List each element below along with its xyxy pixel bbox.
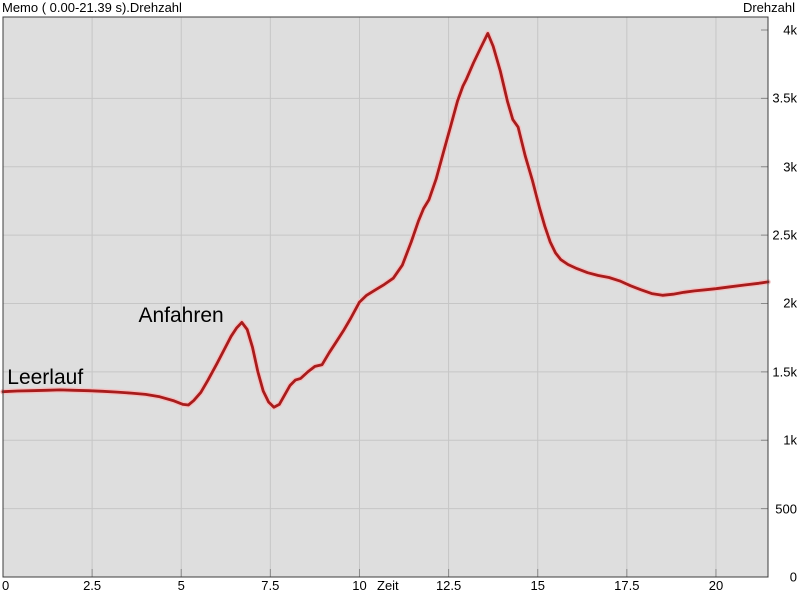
y-tick-label: 500 <box>775 501 797 517</box>
plot-border <box>2 16 769 578</box>
plot-background <box>3 17 768 577</box>
chart-title: Memo ( 0.00-21.39 s).Drehzahl <box>2 0 182 15</box>
x-tick-label: 12.5 <box>435 578 462 593</box>
x-tick-label: 2.5 <box>83 578 102 593</box>
y-tick-label: 1.5k <box>772 364 797 380</box>
x-axis-label: Zeit <box>377 578 399 593</box>
x-tick-label: 5 <box>177 578 185 593</box>
y-tick-label: 3k <box>783 159 797 175</box>
series-line <box>1 32 770 409</box>
annotation-anfahren: Anfahren <box>138 304 224 328</box>
y-tick-label: 2.5k <box>772 227 797 243</box>
x-tick-label: 7.5 <box>261 578 280 593</box>
x-tick-label: 15 <box>530 578 545 593</box>
y-axis-title: Drehzahl <box>742 0 795 15</box>
x-tick-label: 17.5 <box>614 578 640 593</box>
y-tick-label: 2k <box>783 295 797 311</box>
y-tick-label: 3.5k <box>772 90 797 106</box>
y-tick-label: 4k <box>783 22 797 38</box>
y-tick-label: 0 <box>789 569 797 585</box>
x-tick-label: 0 <box>2 578 10 593</box>
annotation-leerlauf: Leerlauf <box>7 365 84 389</box>
x-tick-label: 20 <box>708 578 724 593</box>
y-tick-label: 1k <box>783 432 797 448</box>
x-tick-label: 10 <box>352 578 367 593</box>
